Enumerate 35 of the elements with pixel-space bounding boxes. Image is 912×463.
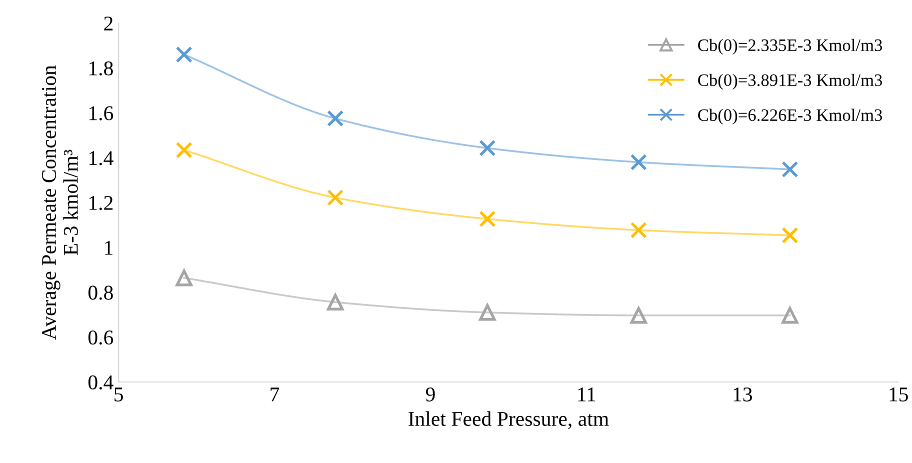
legend-label: Cb(0)=6.226E-3 Kmol/m3: [698, 108, 882, 125]
y-tick-label: 1: [105, 240, 112, 255]
x-tick-label: 5: [114, 388, 123, 402]
point: [176, 46, 192, 63]
legend-label: Cb(0)=3.891E-3 Kmol/m3: [698, 74, 882, 90]
point: [479, 140, 496, 156]
y-tick-label: 1.8: [89, 61, 113, 76]
point: [630, 154, 647, 171]
point: [327, 110, 344, 127]
y-tick-label: 1.2: [89, 196, 113, 210]
x-tick-label: 13: [734, 387, 752, 402]
point: [782, 161, 798, 178]
legend-label: Cb(0)=2.335E-3 Kmol/m3: [698, 38, 882, 55]
y-axis-title: Average Permeate Concentration E-3 kmol/m³: [42, 65, 78, 340]
point: [630, 307, 647, 324]
y-tick-label: 1.4: [89, 151, 114, 166]
x-tick-label: 7: [270, 388, 280, 402]
point: [782, 226, 798, 244]
point: [479, 304, 496, 321]
x-tick-label: 11: [578, 388, 596, 402]
point: [327, 294, 344, 310]
y-tick-label: 0.8: [88, 286, 113, 300]
x-tick-label: 9: [426, 387, 435, 402]
x-axis-title: Inlet Feed Pressure, atm: [408, 411, 609, 429]
point: [479, 210, 496, 228]
point: [630, 222, 647, 238]
y-tick-label: 2: [104, 16, 113, 30]
point: [327, 189, 344, 206]
y-tick-label: 0.6: [88, 330, 114, 345]
y-tick-label: 1.6: [89, 106, 114, 120]
x-tick-label: 15: [890, 388, 908, 402]
y-tick-label: 0.4: [88, 375, 114, 390]
point: [176, 142, 192, 158]
point: [782, 307, 798, 324]
point: [176, 270, 192, 286]
